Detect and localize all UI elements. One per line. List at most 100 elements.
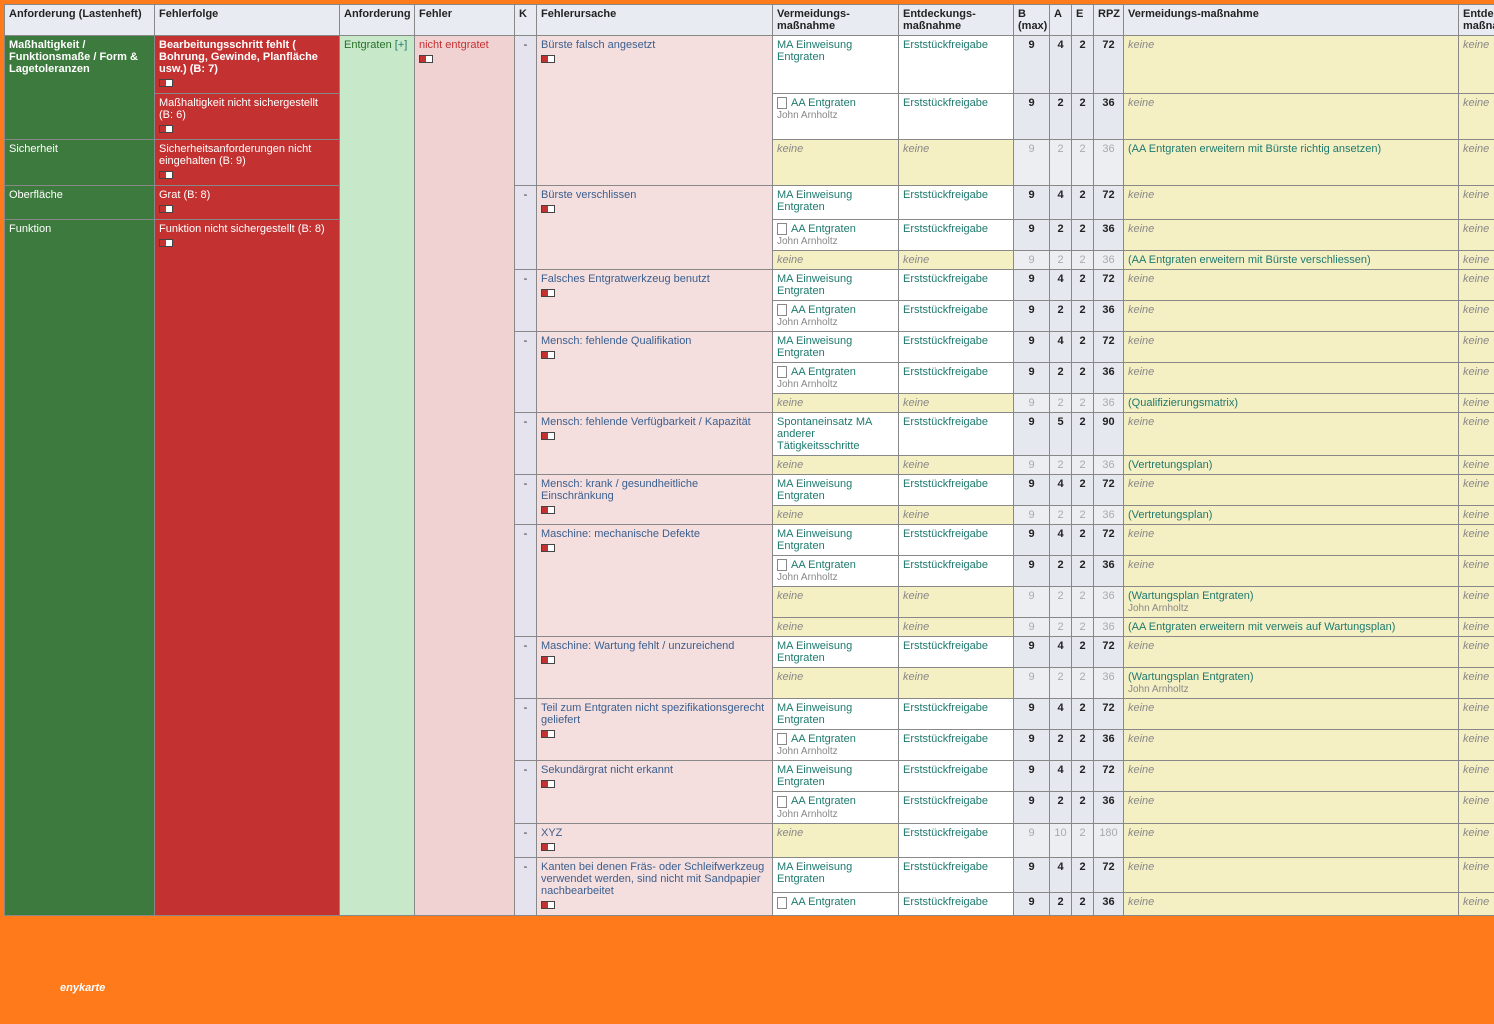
em2-cell[interactable]: keine bbox=[1459, 761, 1494, 792]
em2-cell[interactable]: keine bbox=[1459, 668, 1494, 699]
em2-cell[interactable]: keine bbox=[1459, 857, 1494, 893]
th-rpz[interactable]: RPZ bbox=[1094, 5, 1124, 36]
em2-cell[interactable]: keine bbox=[1459, 893, 1494, 915]
fmea-table[interactable]: Anforderung (Lastenheft) Fehlerfolge Anf… bbox=[4, 4, 1494, 916]
cause-cell[interactable]: Sekundärgrat nicht erkannt bbox=[537, 761, 773, 823]
th-em[interactable]: Entdeckungs-maßnahme bbox=[899, 5, 1014, 36]
vm2-cell[interactable]: keine bbox=[1124, 556, 1459, 587]
vm2-cell[interactable]: keine bbox=[1124, 699, 1459, 730]
em2-cell[interactable]: keine bbox=[1459, 637, 1494, 668]
em-cell[interactable]: keine bbox=[899, 394, 1014, 413]
vm2-cell[interactable]: keine bbox=[1124, 332, 1459, 363]
em2-cell[interactable]: keine bbox=[1459, 332, 1494, 363]
fehler-cell[interactable]: nicht entgratet bbox=[415, 36, 515, 916]
em2-cell[interactable]: keine bbox=[1459, 186, 1494, 220]
th-b[interactable]: B (max) bbox=[1014, 5, 1050, 36]
em-cell[interactable]: keine bbox=[899, 140, 1014, 186]
vm2-cell[interactable]: keine bbox=[1124, 893, 1459, 915]
em-cell[interactable]: Erststückfreigabe bbox=[899, 186, 1014, 220]
em-cell[interactable]: Erststückfreigabe bbox=[899, 332, 1014, 363]
vm-cell[interactable]: keine bbox=[773, 506, 899, 525]
em2-cell[interactable]: keine bbox=[1459, 413, 1494, 456]
em2-cell[interactable]: keine bbox=[1459, 730, 1494, 761]
vm2-cell[interactable]: (AA Entgraten erweitern mit Bürste versc… bbox=[1124, 251, 1459, 270]
vm-cell[interactable]: AA EntgratenJohn Arnholtz bbox=[773, 301, 899, 332]
vm-cell[interactable]: AA EntgratenJohn Arnholtz bbox=[773, 363, 899, 394]
em2-cell[interactable]: keine bbox=[1459, 220, 1494, 251]
vm2-cell[interactable]: keine bbox=[1124, 525, 1459, 556]
em-cell[interactable]: Erststückfreigabe bbox=[899, 893, 1014, 915]
cause-cell[interactable]: Mensch: fehlende Qualifikation bbox=[537, 332, 773, 413]
em-cell[interactable]: Erststückfreigabe bbox=[899, 556, 1014, 587]
vm-cell[interactable]: keine bbox=[773, 394, 899, 413]
em-cell[interactable]: Erststückfreigabe bbox=[899, 823, 1014, 857]
vm-cell[interactable]: keine bbox=[773, 823, 899, 857]
th-fehler[interactable]: Fehler bbox=[415, 5, 515, 36]
cause-cell[interactable]: Mensch: fehlende Verfügbarkeit / Kapazit… bbox=[537, 413, 773, 475]
cause-cell[interactable]: Bürste verschlissen bbox=[537, 186, 773, 270]
vm-cell[interactable]: MA Einweisung Entgraten bbox=[773, 332, 899, 363]
cause-cell[interactable]: Bürste falsch angesetzt bbox=[537, 36, 773, 186]
em-cell[interactable]: Erststückfreigabe bbox=[899, 413, 1014, 456]
em2-cell[interactable]: keine bbox=[1459, 525, 1494, 556]
ff-cell[interactable]: Grat (B: 8) bbox=[155, 186, 340, 220]
vm-cell[interactable]: Spontaneinsatz MA anderer Tätigkeitsschr… bbox=[773, 413, 899, 456]
cause-cell[interactable]: Maschine: mechanische Defekte bbox=[537, 525, 773, 637]
th-ff[interactable]: Fehlerfolge bbox=[155, 5, 340, 36]
em2-cell[interactable]: keine bbox=[1459, 270, 1494, 301]
em-cell[interactable]: Erststückfreigabe bbox=[899, 220, 1014, 251]
em-cell[interactable]: Erststückfreigabe bbox=[899, 637, 1014, 668]
cause-cell[interactable]: XYZ bbox=[537, 823, 773, 857]
vm2-cell[interactable]: (Vertretungsplan) bbox=[1124, 506, 1459, 525]
em-cell[interactable]: Erststückfreigabe bbox=[899, 94, 1014, 140]
vm-cell[interactable]: MA Einweisung Entgraten bbox=[773, 475, 899, 506]
vm2-cell[interactable]: keine bbox=[1124, 301, 1459, 332]
cause-cell[interactable]: Mensch: krank / gesundheitliche Einschrä… bbox=[537, 475, 773, 525]
em-cell[interactable]: Erststückfreigabe bbox=[899, 36, 1014, 94]
anf1-cell[interactable]: Maßhaltigkeit / Funktionsmaße / Form & L… bbox=[5, 36, 155, 140]
em2-cell[interactable]: keine bbox=[1459, 363, 1494, 394]
cause-cell[interactable]: Falsches Entgratwerkzeug benutzt bbox=[537, 270, 773, 332]
vm2-cell[interactable]: (Qualifizierungsmatrix) bbox=[1124, 394, 1459, 413]
em2-cell[interactable]: keine bbox=[1459, 823, 1494, 857]
vm-cell[interactable]: AA Entgraten bbox=[773, 893, 899, 915]
em-cell[interactable]: keine bbox=[899, 618, 1014, 637]
em-cell[interactable]: keine bbox=[899, 506, 1014, 525]
vm-cell[interactable]: keine bbox=[773, 140, 899, 186]
em2-cell[interactable]: keine bbox=[1459, 251, 1494, 270]
em-cell[interactable]: Erststückfreigabe bbox=[899, 730, 1014, 761]
vm-cell[interactable]: AA EntgratenJohn Arnholtz bbox=[773, 94, 899, 140]
vm-cell[interactable]: keine bbox=[773, 618, 899, 637]
vm2-cell[interactable]: (Vertretungsplan) bbox=[1124, 456, 1459, 475]
ff-cell[interactable]: Maßhaltigkeit nicht sichergestellt (B: 6… bbox=[155, 94, 340, 140]
anf1-cell[interactable]: Oberfläche bbox=[5, 186, 155, 220]
vm2-cell[interactable]: keine bbox=[1124, 186, 1459, 220]
em2-cell[interactable]: keine bbox=[1459, 587, 1494, 618]
em-cell[interactable]: Erststückfreigabe bbox=[899, 761, 1014, 792]
vm-cell[interactable]: keine bbox=[773, 587, 899, 618]
em2-cell[interactable]: keine bbox=[1459, 456, 1494, 475]
vm-cell[interactable]: keine bbox=[773, 251, 899, 270]
em2-cell[interactable]: keine bbox=[1459, 618, 1494, 637]
th-anf1[interactable]: Anforderung (Lastenheft) bbox=[5, 5, 155, 36]
vm-cell[interactable]: MA Einweisung Entgraten bbox=[773, 186, 899, 220]
vm2-cell[interactable]: (Wartungsplan Entgraten)John Arnholtz bbox=[1124, 668, 1459, 699]
vm-cell[interactable]: MA Einweisung Entgraten bbox=[773, 270, 899, 301]
em2-cell[interactable]: keine bbox=[1459, 699, 1494, 730]
cause-cell[interactable]: Kanten bei denen Fräs- oder Schleifwerkz… bbox=[537, 857, 773, 915]
em2-cell[interactable]: keine bbox=[1459, 506, 1494, 525]
table-row[interactable]: OberflächeGrat (B: 8)-Bürste verschlisse… bbox=[5, 186, 1494, 220]
vm-cell[interactable]: AA EntgratenJohn Arnholtz bbox=[773, 730, 899, 761]
th-fu[interactable]: Fehlerursache bbox=[537, 5, 773, 36]
em-cell[interactable]: keine bbox=[899, 587, 1014, 618]
em2-cell[interactable]: keine bbox=[1459, 140, 1494, 186]
vm2-cell[interactable]: keine bbox=[1124, 94, 1459, 140]
vm2-cell[interactable]: keine bbox=[1124, 792, 1459, 823]
em-cell[interactable]: Erststückfreigabe bbox=[899, 792, 1014, 823]
em-cell[interactable]: keine bbox=[899, 668, 1014, 699]
em-cell[interactable]: keine bbox=[899, 251, 1014, 270]
em-cell[interactable]: Erststückfreigabe bbox=[899, 699, 1014, 730]
th-k[interactable]: K bbox=[515, 5, 537, 36]
vm2-cell[interactable]: keine bbox=[1124, 36, 1459, 94]
em2-cell[interactable]: keine bbox=[1459, 301, 1494, 332]
